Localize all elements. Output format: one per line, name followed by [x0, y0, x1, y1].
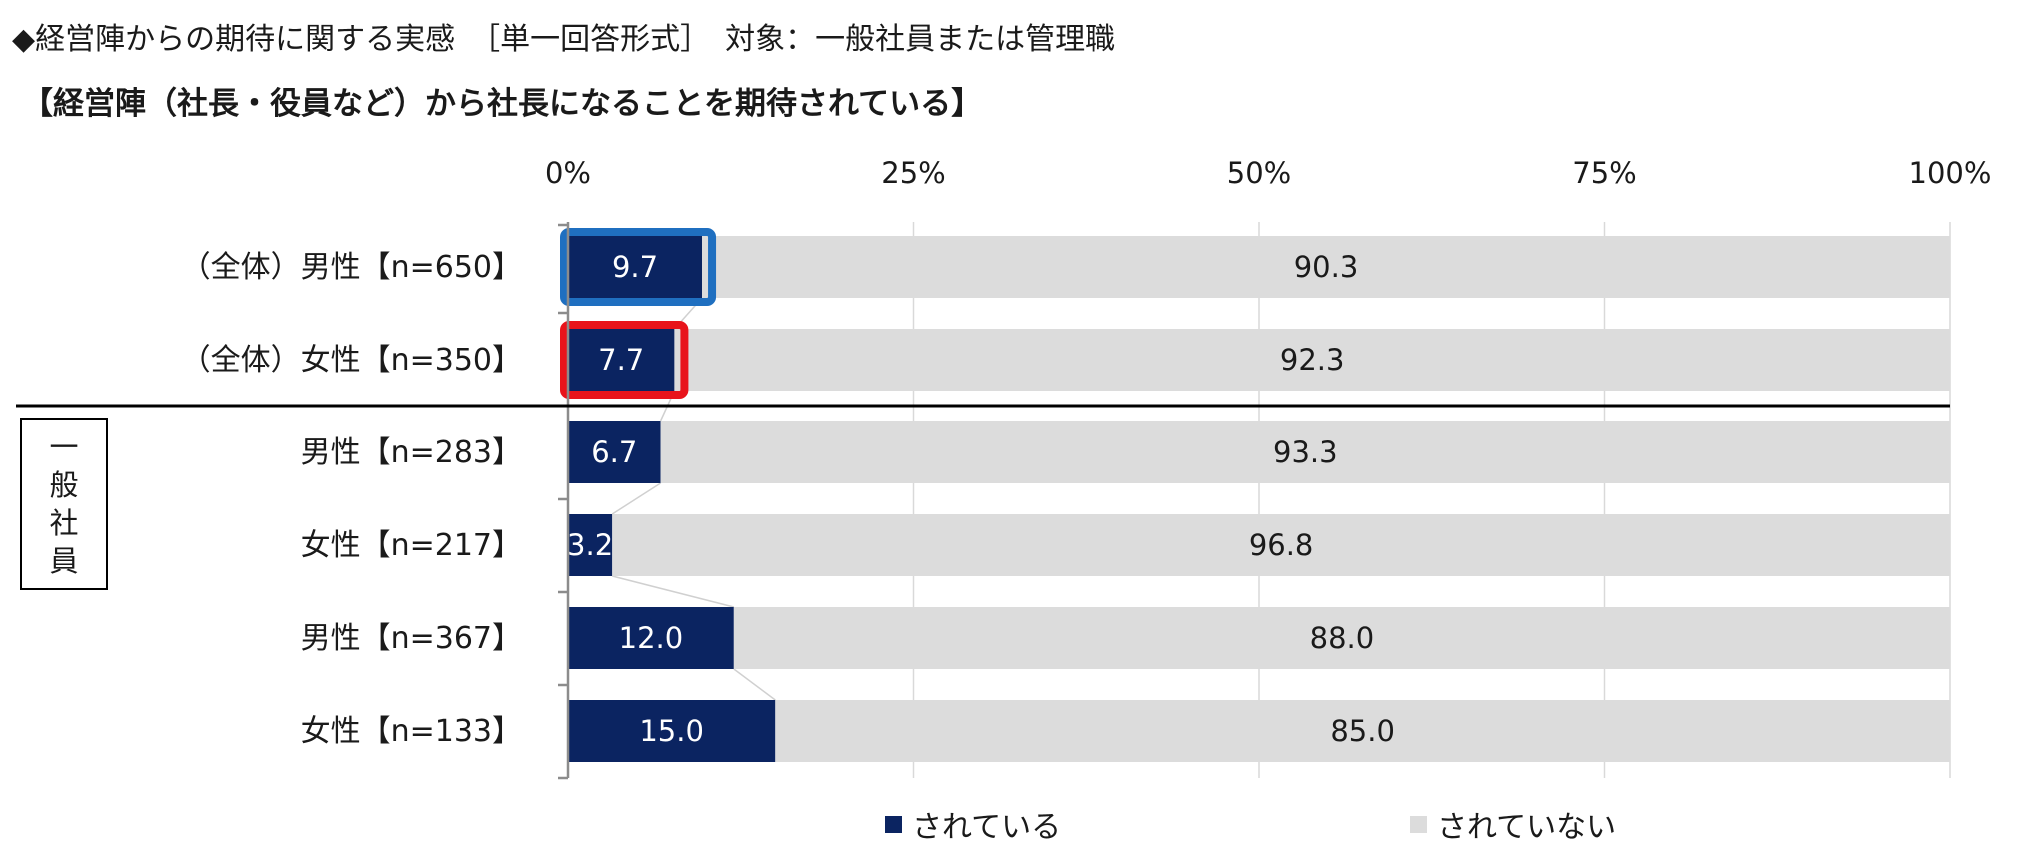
bar-no: [660, 421, 1950, 483]
legend-label-no: されていない: [1437, 810, 1617, 845]
bar-no: [674, 329, 1950, 391]
category-label: （全体）男性【n=650】: [181, 250, 522, 285]
group-label-char: 員: [49, 544, 79, 578]
group-label-char: 一: [49, 430, 79, 464]
data-label-yes: 7.7: [598, 343, 644, 377]
x-tick-label: 75%: [1572, 156, 1636, 190]
category-label: 男性【n=367】: [301, 621, 522, 656]
data-label-yes: 3.2: [567, 528, 613, 562]
bar-yes: [568, 421, 661, 483]
bar-yes: [568, 329, 675, 391]
group-label-char: 社: [49, 506, 79, 540]
series-line: [612, 575, 735, 608]
bar-no: [733, 607, 1950, 669]
category-label: （全体）女性【n=350】: [181, 343, 522, 378]
legend-label-yes: されている: [912, 810, 1062, 845]
data-label-no: 96.8: [1249, 528, 1314, 562]
bar-no: [702, 236, 1951, 298]
data-label-no: 90.3: [1294, 250, 1359, 284]
highlight-box: [560, 228, 717, 306]
data-label-no: 92.3: [1280, 343, 1345, 377]
legend-swatch-no: [1410, 815, 1427, 833]
group-label-ippan-shain: 一 般 社 員: [20, 418, 108, 590]
x-tick-label: 0%: [545, 156, 591, 190]
bar-no: [775, 700, 1950, 762]
bar-yes: [568, 236, 703, 298]
bar-yes: [568, 514, 613, 576]
data-label-yes: 9.7: [612, 250, 658, 284]
x-tick-label: 25%: [881, 156, 945, 190]
x-tick-label: 50%: [1227, 156, 1291, 190]
data-label-yes: 6.7: [591, 435, 637, 469]
legend-item-yes: されている: [885, 802, 1061, 846]
group-label-char: 般: [49, 468, 79, 502]
series-line: [611, 482, 661, 515]
legend-item-no: されていない: [1410, 802, 1616, 846]
highlight-box: [560, 321, 689, 399]
data-label-no: 93.3: [1273, 435, 1338, 469]
legend-swatch-yes: [885, 815, 902, 833]
chart-subtitle: 【経営陣（社長・役員など）から社長になることを期待されている】: [22, 86, 983, 122]
category-label: 女性【n=133】: [301, 714, 522, 749]
category-label: 男性【n=283】: [301, 435, 522, 470]
data-label-no: 88.0: [1310, 621, 1375, 655]
category-label: 女性【n=217】: [301, 528, 522, 563]
chart-title: ◆経営陣からの期待に関する実感 ［単一回答形式］ 対象：一般社員または管理職: [12, 22, 1116, 57]
data-label-yes: 12.0: [619, 621, 684, 655]
data-label-yes: 15.0: [639, 714, 704, 748]
bar-yes: [568, 700, 776, 762]
bar-no: [612, 514, 1950, 576]
bar-yes: [568, 607, 734, 669]
series-line: [733, 668, 776, 701]
data-label-no: 85.0: [1330, 714, 1395, 748]
x-tick-label: 100%: [1909, 156, 1992, 190]
